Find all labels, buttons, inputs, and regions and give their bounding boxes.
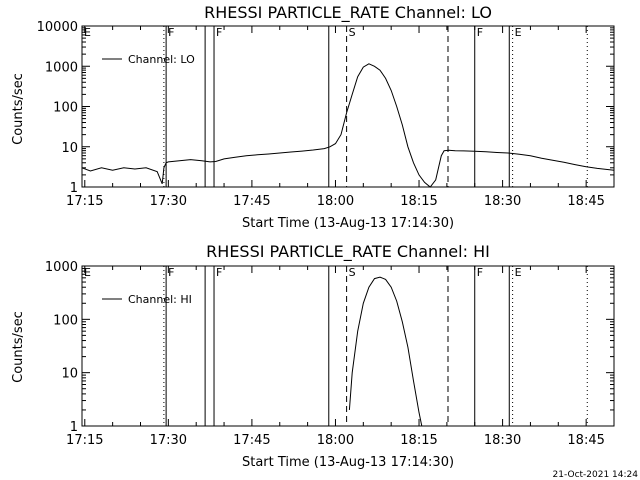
event-marker-label: E xyxy=(515,266,522,279)
x-tick-label: 18:45 xyxy=(567,433,604,448)
x-tick-label: 18:15 xyxy=(400,433,437,448)
event-marker-label: F xyxy=(216,26,222,39)
x-tick-label: 18:30 xyxy=(484,433,521,448)
x-tick-label: 18:00 xyxy=(317,433,354,448)
event-marker-label: F xyxy=(477,26,483,39)
chart-title: RHESSI PARTICLE_RATE Channel: LO xyxy=(204,3,492,23)
event-marker-label: S xyxy=(349,266,356,279)
series-line xyxy=(81,63,615,188)
x-tick-label: 18:15 xyxy=(400,194,437,209)
x-tick-label: 17:30 xyxy=(150,194,187,209)
legend-label: Channel: LO xyxy=(128,53,195,66)
x-axis-label: Start Time (13-Aug-13 17:14:30) xyxy=(242,455,454,470)
y-tick-label: 100 xyxy=(53,101,78,116)
y-tick-label: 100 xyxy=(53,313,78,328)
y-tick-label: 10000 xyxy=(37,20,78,35)
chart-title: RHESSI PARTICLE_RATE Channel: HI xyxy=(206,242,490,262)
x-tick-label: 17:15 xyxy=(66,194,103,209)
event-marker-label: F xyxy=(216,266,222,279)
event-marker-label: E xyxy=(515,26,522,39)
series-line xyxy=(348,276,423,427)
x-tick-label: 18:45 xyxy=(567,194,604,209)
x-tick-label: 17:30 xyxy=(150,433,187,448)
x-axis-label: Start Time (13-Aug-13 17:14:30) xyxy=(242,216,454,231)
x-tick-label: 17:45 xyxy=(233,194,270,209)
y-tick-label: 10 xyxy=(61,141,78,156)
y-tick-label: 1 xyxy=(70,420,78,435)
y-tick-label: 1000 xyxy=(45,60,78,75)
event-marker-label: E xyxy=(84,266,91,279)
y-axis-label: Counts/sec xyxy=(11,73,26,145)
y-tick-label: 10 xyxy=(61,367,78,382)
panel-hi: RHESSI PARTICLE_RATE Channel: HI Start T… xyxy=(11,242,615,470)
x-tick-label: 18:30 xyxy=(484,194,521,209)
footer-timestamp: 21-Oct-2021 14:24 xyxy=(553,470,639,480)
event-marker-label: E xyxy=(84,26,91,39)
event-marker-label: F xyxy=(168,266,174,279)
y-tick-label: 1 xyxy=(70,181,78,196)
legend-label: Channel: HI xyxy=(128,293,192,306)
x-tick-label: 17:15 xyxy=(66,433,103,448)
event-marker-label: F xyxy=(168,26,174,39)
y-tick-label: 1000 xyxy=(45,260,78,275)
x-tick-label: 17:45 xyxy=(233,433,270,448)
event-marker-label: S xyxy=(349,26,356,39)
plot-frame xyxy=(81,265,615,427)
panel-lo: RHESSI PARTICLE_RATE Channel: LO Start T… xyxy=(11,3,615,231)
y-axis-label: Counts/sec xyxy=(11,311,26,383)
event-marker-label: F xyxy=(477,266,483,279)
x-tick-label: 18:00 xyxy=(317,194,354,209)
